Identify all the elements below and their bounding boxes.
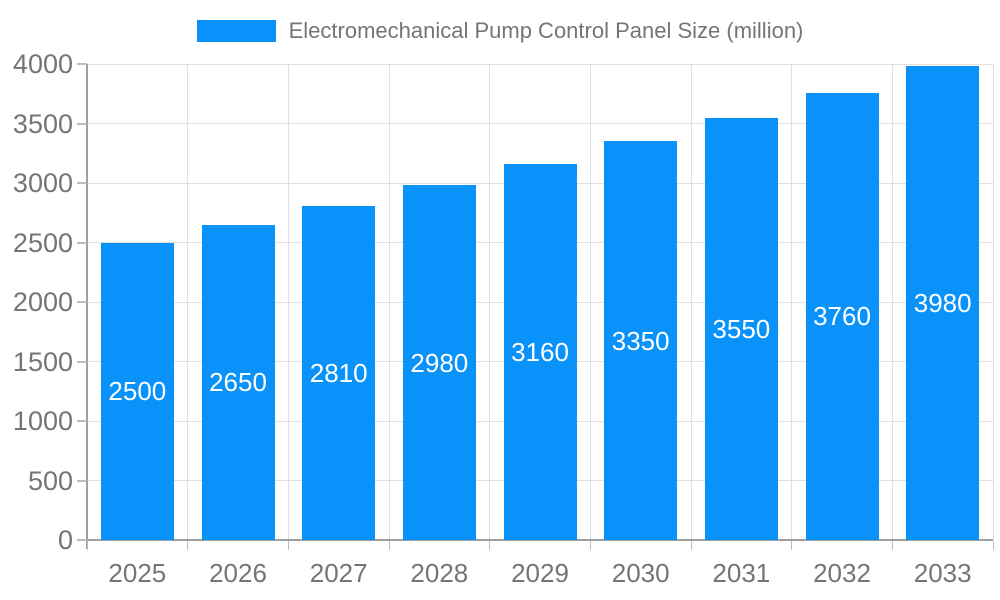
- gridline-vertical: [791, 64, 793, 540]
- y-tick-label: 1000: [12, 406, 73, 436]
- x-axis-tick: [489, 541, 491, 550]
- bar-value-label: 2650: [209, 367, 267, 398]
- legend-swatch: [196, 20, 276, 42]
- gridline-horizontal: [87, 63, 993, 65]
- y-tick-label: 3500: [12, 108, 73, 139]
- x-tick-label: 2029: [511, 558, 569, 588]
- bar-2033[interactable]: [906, 66, 980, 540]
- y-axis-tick: [77, 301, 87, 303]
- gridline-horizontal: [87, 123, 993, 124]
- x-axis-tick: [791, 541, 793, 550]
- x-tick-label: 2031: [712, 558, 771, 588]
- bar-value-label: 3760: [813, 301, 871, 332]
- bar-2029[interactable]: [503, 163, 577, 540]
- y-tick-label: 2000: [12, 287, 73, 317]
- chart-title: Electromechanical Pump Control Panel Siz…: [288, 18, 804, 43]
- bar-2032[interactable]: [805, 92, 879, 540]
- bar-2026[interactable]: [201, 224, 275, 540]
- y-tick-label: 1500: [12, 346, 73, 377]
- gridline-vertical: [287, 64, 289, 540]
- bar-2028[interactable]: [402, 185, 476, 540]
- gridline-vertical: [690, 64, 692, 540]
- x-tick-label: 2027: [309, 558, 368, 588]
- y-tick-label: 0: [57, 525, 73, 555]
- x-axis-tick: [690, 541, 692, 550]
- y-tick-label: 3000: [12, 168, 73, 198]
- y-tick-label: 2500: [12, 227, 73, 258]
- y-tick-label: 500: [27, 465, 73, 496]
- gridline-vertical: [992, 64, 994, 540]
- x-axis-tick: [187, 541, 189, 550]
- x-tick-label: 2032: [813, 558, 871, 588]
- y-axis-tick: [77, 539, 87, 541]
- gridline-vertical: [589, 64, 591, 540]
- bar-2025[interactable]: [100, 242, 174, 540]
- bar-value-label: 3980: [913, 288, 972, 319]
- x-tick-label: 2025: [108, 558, 167, 588]
- x-axis-tick: [388, 541, 390, 550]
- x-axis-tick: [891, 541, 893, 550]
- x-axis-tick: [589, 541, 591, 550]
- gridline-vertical: [388, 64, 390, 540]
- bar-2030[interactable]: [604, 141, 678, 540]
- gridline-vertical: [187, 64, 189, 540]
- bar-value-label: 2810: [309, 357, 368, 388]
- x-tick-label: 2026: [209, 558, 267, 588]
- gridline-vertical: [891, 64, 893, 540]
- y-axis-tick: [77, 479, 87, 482]
- x-tick-label: 2028: [410, 558, 469, 588]
- bar-value-label: 3550: [712, 313, 771, 344]
- y-axis-tick: [77, 182, 87, 184]
- y-tick-label: 4000: [12, 49, 73, 79]
- x-axis-tick: [86, 541, 88, 550]
- chart-legend[interactable]: Electromechanical Pump Control Panel Siz…: [0, 18, 1000, 44]
- y-axis-line: [86, 64, 88, 549]
- x-axis-tick: [287, 541, 289, 550]
- bar-2027[interactable]: [302, 205, 376, 540]
- x-tick-label: 2030: [611, 558, 670, 588]
- y-axis-tick: [77, 241, 87, 244]
- gridline-vertical: [489, 64, 491, 540]
- x-axis-line: [79, 539, 993, 541]
- y-axis-tick: [77, 360, 87, 363]
- y-axis-tick: [77, 63, 87, 65]
- bar-value-label: 3350: [611, 325, 670, 356]
- x-axis-tick: [992, 541, 994, 550]
- bar-value-label: 3160: [511, 336, 569, 367]
- bar-2031[interactable]: [704, 117, 778, 540]
- y-axis-tick: [77, 420, 87, 422]
- bar-value-label: 2980: [410, 347, 469, 378]
- x-tick-label: 2033: [913, 558, 972, 588]
- y-axis-tick: [77, 122, 87, 125]
- bar-value-label: 2500: [108, 376, 167, 407]
